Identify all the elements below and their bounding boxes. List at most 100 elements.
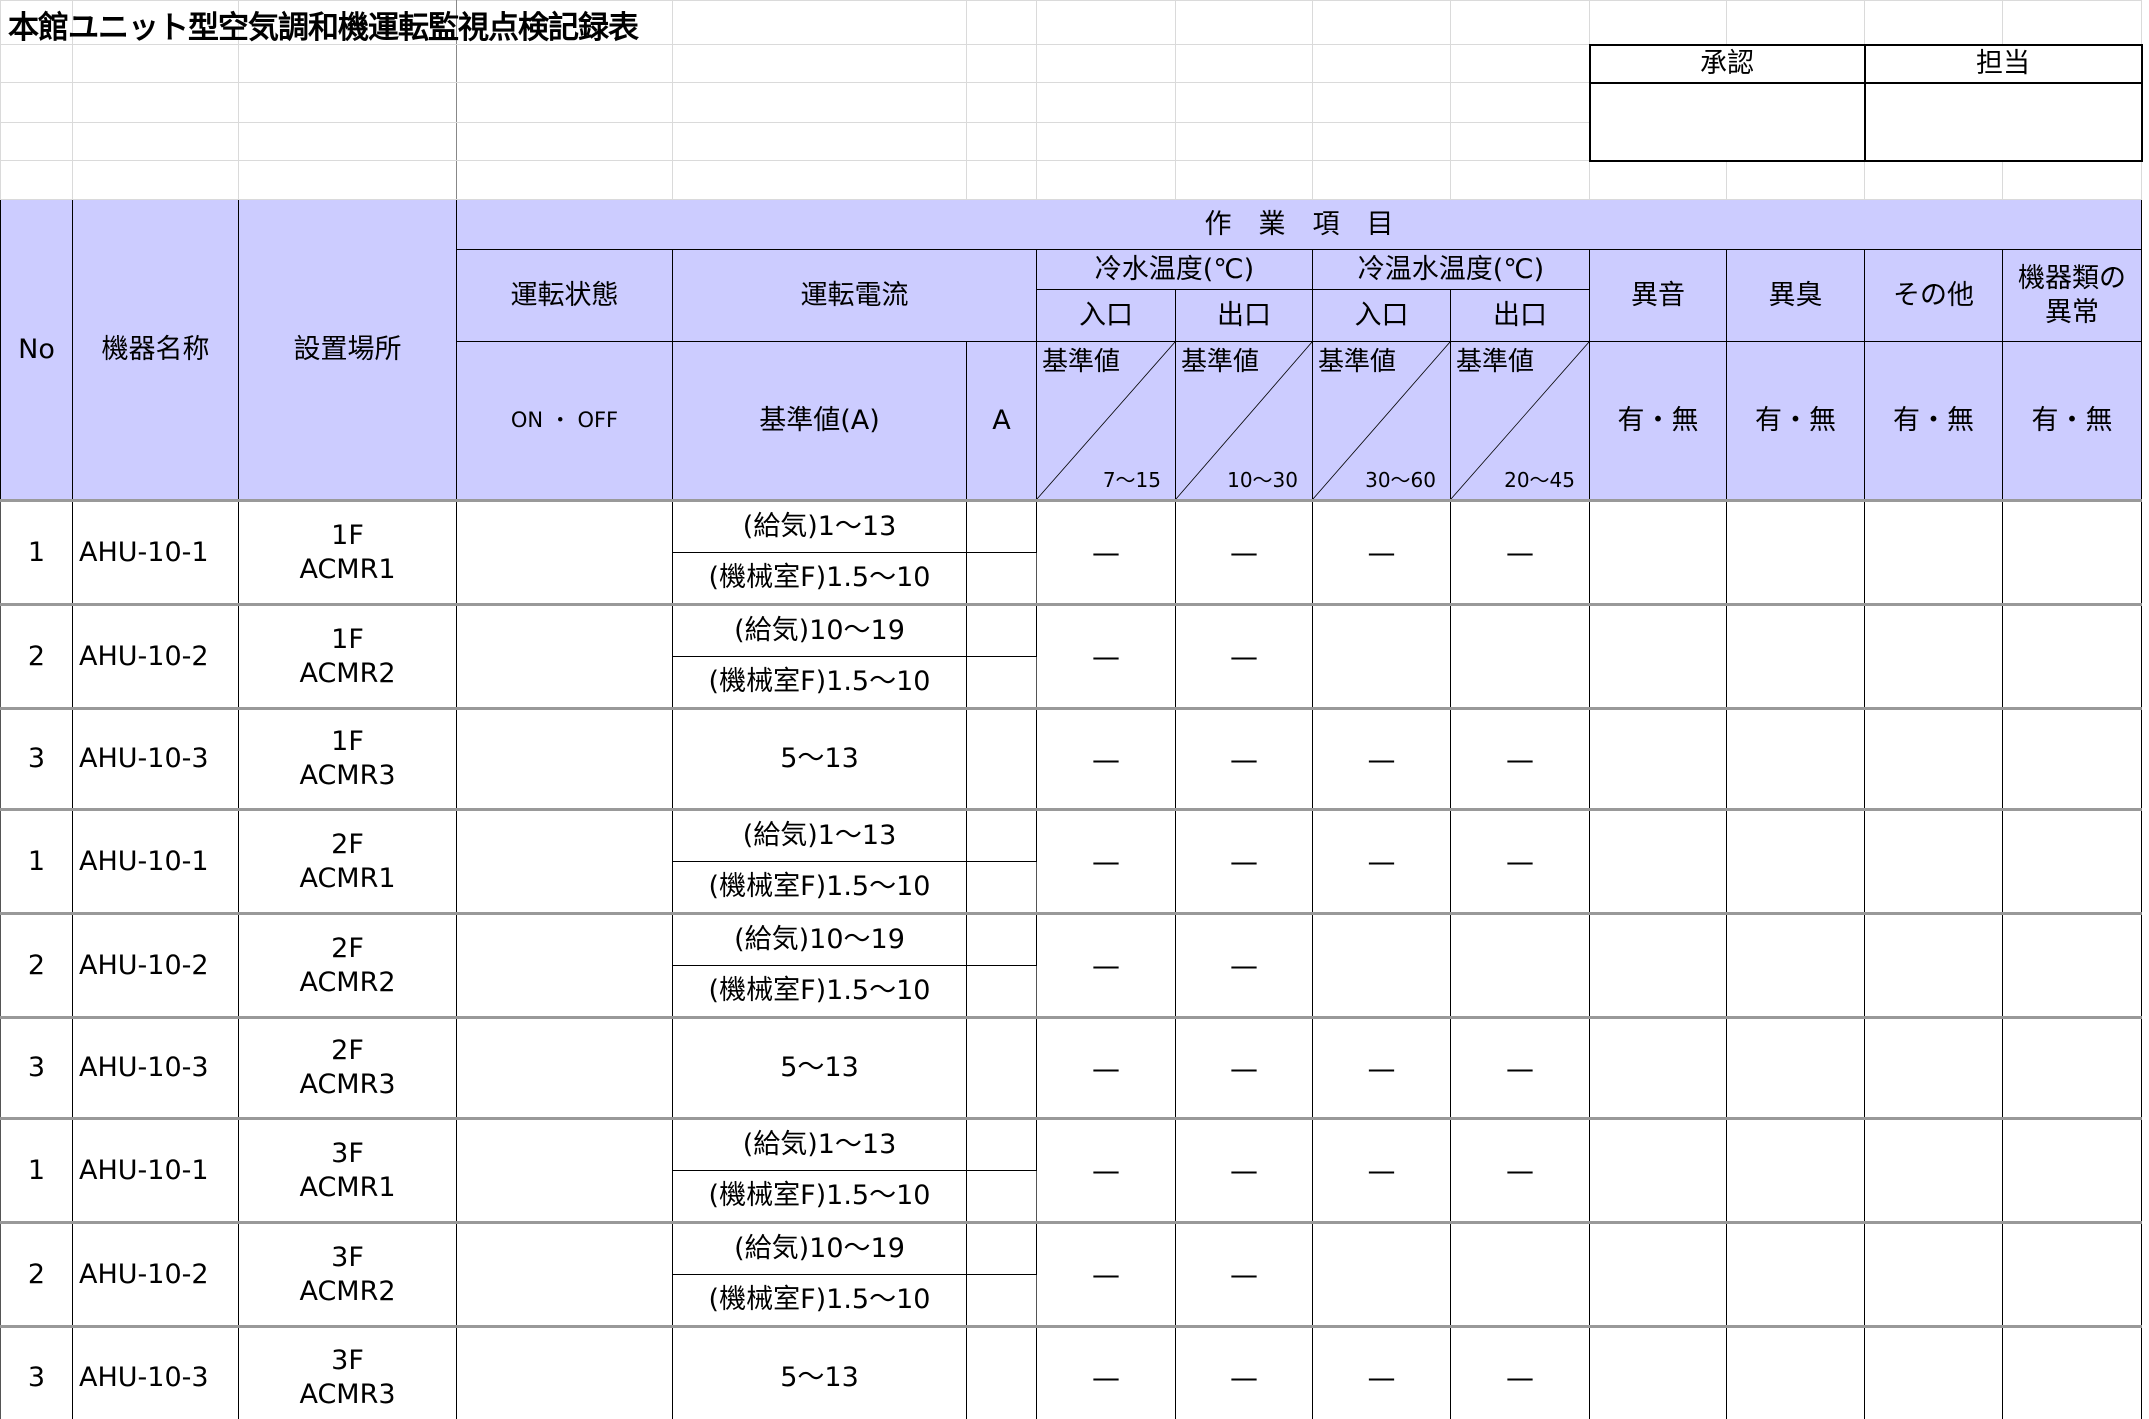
noise-input[interactable] xyxy=(1589,1325,1727,1419)
temp-hot-inlet[interactable] xyxy=(1312,603,1451,709)
temp-hot-inlet[interactable] xyxy=(1312,1221,1451,1327)
equipment-abnormal-input[interactable] xyxy=(2002,499,2142,605)
yes-no-noise: 有・無 xyxy=(1589,341,1727,501)
run-state-input[interactable] xyxy=(456,707,673,810)
other-input[interactable] xyxy=(1864,603,2003,709)
location: 2F ACMR3 xyxy=(238,1016,457,1119)
noise-input[interactable] xyxy=(1589,912,1727,1018)
row-no: 1 xyxy=(0,499,73,605)
run-state-input[interactable] xyxy=(456,603,673,709)
col-cold-outlet: 出口 xyxy=(1175,289,1313,342)
run-state-input[interactable] xyxy=(456,1325,673,1419)
odor-input[interactable] xyxy=(1726,1117,1865,1223)
std-range-cold-inlet: 基準値 7～15 xyxy=(1036,341,1176,501)
location: 1F ACMR2 xyxy=(238,603,457,709)
other-input[interactable] xyxy=(1864,808,2003,914)
table-row: 2 AHU-10-2 1F ACMR2 (給気)10～19— — xyxy=(0,603,2142,709)
temp-hot-outlet[interactable] xyxy=(1450,603,1590,709)
equipment-abnormal-input[interactable] xyxy=(2002,808,2142,914)
odor-input[interactable] xyxy=(1726,707,1865,810)
std-range-cold-outlet: 基準値 10～30 xyxy=(1175,341,1313,501)
current-reading-input[interactable] xyxy=(966,1117,1037,1171)
noise-input[interactable] xyxy=(1589,603,1727,709)
yes-no-equipment-abnormal: 有・無 xyxy=(2002,341,2142,501)
other-input[interactable] xyxy=(1864,1016,2003,1119)
other-input[interactable] xyxy=(1864,912,2003,1018)
equipment-abnormal-input[interactable] xyxy=(2002,1325,2142,1419)
odor-input[interactable] xyxy=(1726,1221,1865,1327)
current-reading-input[interactable] xyxy=(966,912,1037,966)
table-row: 3 AHU-10-3 2F ACMR3 5～13— — — — xyxy=(0,1016,2142,1119)
current-reading-input[interactable] xyxy=(966,965,1037,1018)
current-reading-input[interactable] xyxy=(966,603,1037,657)
diagonal-line xyxy=(1451,342,1589,499)
approval-stamp-field[interactable] xyxy=(1588,81,1866,162)
equipment-abnormal-input[interactable] xyxy=(2002,912,2142,1018)
equipment-abnormal-input[interactable] xyxy=(2002,1016,2142,1119)
temp-hot-outlet: — xyxy=(1450,707,1590,810)
temp-cold-outlet: — xyxy=(1175,912,1313,1018)
current-reading-input[interactable] xyxy=(966,808,1037,862)
odor-input[interactable] xyxy=(1726,1016,1865,1119)
temp-cold-inlet: — xyxy=(1036,499,1176,605)
current-reading-input[interactable] xyxy=(966,1016,1037,1119)
location-floor: 1F xyxy=(331,519,364,551)
temp-hot-inlet: — xyxy=(1312,707,1451,810)
table-row: 1 AHU-10-1 1F ACMR1 (給気)1～13— — — — xyxy=(0,499,2142,605)
current-reading-input[interactable] xyxy=(966,552,1037,605)
equipment-abnormal-input[interactable] xyxy=(2002,603,2142,709)
other-input[interactable] xyxy=(1864,499,2003,605)
current-reading-input[interactable] xyxy=(966,656,1037,709)
current-reading-input[interactable] xyxy=(966,1325,1037,1419)
run-state-input[interactable] xyxy=(456,808,673,914)
temp-hot-outlet[interactable] xyxy=(1450,1221,1590,1327)
run-state-input[interactable] xyxy=(456,912,673,1018)
equipment-abnormal-input[interactable] xyxy=(2002,1117,2142,1223)
current-reading-input[interactable] xyxy=(966,1274,1037,1327)
other-input[interactable] xyxy=(1864,1221,2003,1327)
yes-no-odor: 有・無 xyxy=(1726,341,1865,501)
temp-cold-inlet: — xyxy=(1036,603,1176,709)
run-state-input[interactable] xyxy=(456,499,673,605)
equipment-name: AHU-10-1 xyxy=(72,499,239,605)
odor-input[interactable] xyxy=(1726,1325,1865,1419)
current-reading-input[interactable] xyxy=(966,1221,1037,1275)
on-off-label: ON ・ OFF xyxy=(456,341,673,501)
equipment-abnormal-input[interactable] xyxy=(2002,707,2142,810)
temp-cold-outlet: — xyxy=(1175,808,1313,914)
other-input[interactable] xyxy=(1864,1325,2003,1419)
location-floor: 1F xyxy=(331,726,364,758)
std-range-value: 7～15 xyxy=(1102,468,1161,492)
sheet-title: 本館ユニット型空気調和機運転監視点検記録表 xyxy=(8,10,639,46)
location: 3F ACMR3 xyxy=(238,1325,457,1419)
noise-input[interactable] xyxy=(1589,707,1727,810)
run-state-input[interactable] xyxy=(456,1117,673,1223)
current-standard: (給気)1～13 xyxy=(672,499,967,553)
current-reading-input[interactable] xyxy=(966,861,1037,914)
noise-input[interactable] xyxy=(1589,1016,1727,1119)
odor-input[interactable] xyxy=(1726,499,1865,605)
temp-cold-inlet: — xyxy=(1036,912,1176,1018)
charge-stamp-field[interactable] xyxy=(1863,81,2143,162)
current-reading-input[interactable] xyxy=(966,707,1037,810)
temp-hot-outlet[interactable] xyxy=(1450,912,1590,1018)
other-input[interactable] xyxy=(1864,1117,2003,1223)
noise-input[interactable] xyxy=(1589,808,1727,914)
other-input[interactable] xyxy=(1864,707,2003,810)
table-row: 1 AHU-10-1 2F ACMR1 (給気)1～13— — — — xyxy=(0,808,2142,914)
noise-input[interactable] xyxy=(1589,1117,1727,1223)
current-reading-input[interactable] xyxy=(966,499,1037,553)
odor-input[interactable] xyxy=(1726,603,1865,709)
odor-input[interactable] xyxy=(1726,808,1865,914)
std-label: 基準値 xyxy=(1318,347,1397,377)
equipment-abnormal-input[interactable] xyxy=(2002,1221,2142,1327)
odor-input[interactable] xyxy=(1726,912,1865,1018)
run-state-input[interactable] xyxy=(456,1016,673,1119)
col-hot-cold-water-temp: 冷温水温度(℃) xyxy=(1312,249,1590,290)
noise-input[interactable] xyxy=(1589,1221,1727,1327)
temp-cold-inlet: — xyxy=(1036,808,1176,914)
current-reading-input[interactable] xyxy=(966,1170,1037,1223)
run-state-input[interactable] xyxy=(456,1221,673,1327)
noise-input[interactable] xyxy=(1589,499,1727,605)
temp-hot-inlet[interactable] xyxy=(1312,912,1451,1018)
